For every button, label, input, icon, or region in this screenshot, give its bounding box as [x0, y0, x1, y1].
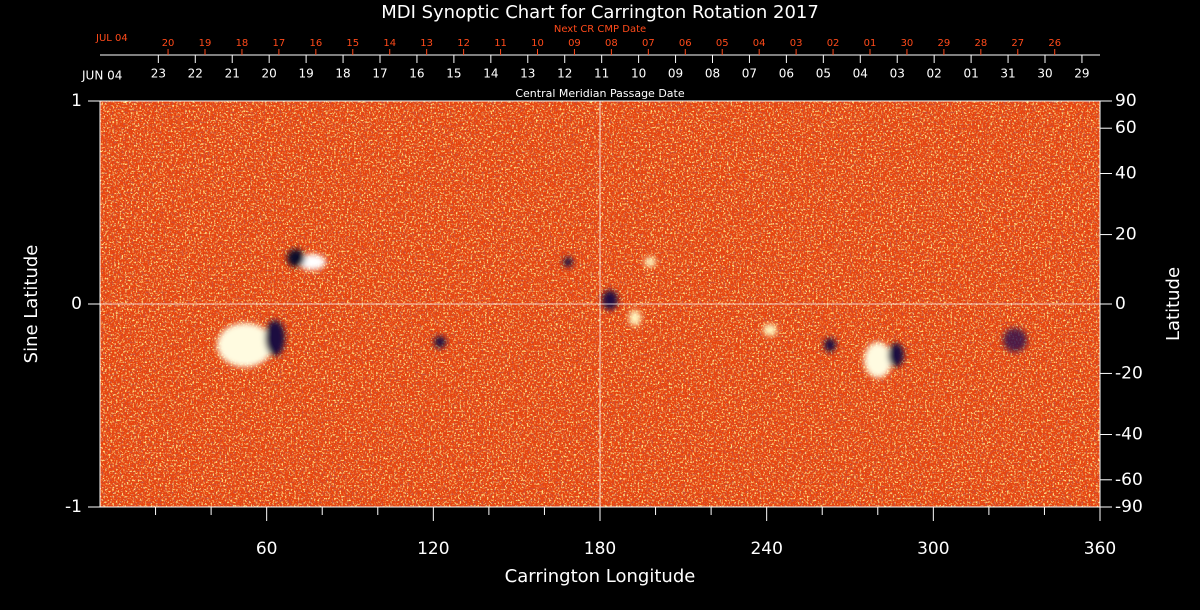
next-cr-date-label: 16 — [309, 38, 322, 49]
next-cr-date-label: 04 — [753, 38, 766, 49]
next-cr-date-label: 29 — [938, 38, 951, 49]
chart-title: MDI Synoptic Chart for Carrington Rotati… — [381, 2, 819, 23]
y2-tick-label: 20 — [1115, 225, 1137, 245]
y-axis-label: Sine Latitude — [21, 245, 42, 364]
cmp-date-label: 09 — [668, 67, 683, 81]
cmp-date-label: 17 — [372, 67, 387, 81]
next-cr-date-label: 18 — [236, 38, 249, 49]
x-tick-label: 240 — [750, 539, 782, 559]
cmp-date-label: 21 — [225, 67, 240, 81]
next-cr-date-label: 01 — [864, 38, 877, 49]
cmp-date-label: 07 — [742, 67, 757, 81]
cmp-date-label: 12 — [557, 67, 572, 81]
next-cr-date-label: 03 — [790, 38, 803, 49]
active-regions — [217, 249, 1027, 378]
cmp-date-label: 05 — [816, 67, 831, 81]
next-cr-date-label: 15 — [346, 38, 359, 49]
x-axis-label: Carrington Longitude — [505, 566, 696, 587]
next-cr-date-label: 13 — [420, 38, 433, 49]
cmp-date-label: 30 — [1037, 67, 1052, 81]
cmp-date-label: 20 — [262, 67, 277, 81]
y2-tick-label: -20 — [1115, 363, 1143, 383]
next-cr-date-label: 28 — [974, 38, 987, 49]
x-tick-label: 360 — [1084, 539, 1116, 559]
next-cr-date-label: 19 — [199, 38, 212, 49]
cmp-date-label: 23 — [151, 67, 166, 81]
y2-tick-label: 40 — [1115, 164, 1137, 184]
next-cr-date-label: 26 — [1048, 38, 1061, 49]
cmp-start: JUN 04 — [81, 69, 122, 83]
next-cr-date-label: 17 — [273, 38, 286, 49]
y2-tick-label: 90 — [1115, 91, 1137, 111]
cmp-date-label: 16 — [409, 67, 424, 81]
cmp-date-label: 29 — [1074, 67, 1089, 81]
y-tick-label: 0 — [71, 294, 82, 314]
next-cr-start: JUL 04 — [95, 33, 128, 44]
y-tick-label: -1 — [65, 497, 82, 517]
next-cr-date-label: 11 — [494, 38, 507, 49]
cmp-date-label: 08 — [705, 67, 720, 81]
next-cr-date-label: 02 — [827, 38, 840, 49]
next-cr-date-label: 20 — [162, 38, 175, 49]
cmp-date-label: 04 — [853, 67, 868, 81]
next-cr-title: Next CR CMP Date — [554, 24, 646, 35]
next-cr-date-label: 27 — [1011, 38, 1024, 49]
next-cr-date-label: 08 — [605, 38, 618, 49]
y2-tick-label: -40 — [1115, 424, 1143, 444]
cmp-date-label: 19 — [298, 67, 313, 81]
y2-tick-label: -60 — [1115, 470, 1143, 490]
next-cr-date-label: 10 — [531, 38, 544, 49]
next-cr-date-label: 12 — [457, 38, 470, 49]
cmp-date-label: 31 — [1000, 67, 1015, 81]
cmp-date-label: 14 — [483, 67, 498, 81]
x-tick-label: 300 — [917, 539, 949, 559]
cmp-date-label: 18 — [335, 67, 350, 81]
next-cr-date-label: 09 — [568, 38, 581, 49]
cmp-date-label: 03 — [890, 67, 905, 81]
next-cr-date-label: 30 — [901, 38, 914, 49]
y2-tick-label: -90 — [1115, 497, 1143, 517]
cmp-date-label: 13 — [520, 67, 535, 81]
x-tick-label: 60 — [256, 539, 278, 559]
cmp-date-label: 15 — [446, 67, 461, 81]
next-cr-date-label: 05 — [716, 38, 729, 49]
next-cr-date-label: 06 — [679, 38, 692, 49]
y-tick-label: 1 — [71, 91, 82, 111]
cmp-date-label: 01 — [963, 67, 978, 81]
cmp-date-label: 02 — [927, 67, 942, 81]
y2-axis-label: Latitude — [1163, 267, 1184, 341]
cmp-title: Central Meridian Passage Date — [515, 87, 684, 100]
cmp-date-label: 10 — [631, 67, 646, 81]
x-tick-label: 120 — [417, 539, 449, 559]
next-cr-date-label: 14 — [383, 38, 396, 49]
next-cr-date-label: 07 — [642, 38, 655, 49]
y2-tick-label: 60 — [1115, 118, 1137, 138]
y2-tick-label: 0 — [1115, 294, 1126, 314]
x-tick-label: 180 — [584, 539, 616, 559]
cmp-date-label: 11 — [594, 67, 609, 81]
cmp-date-label: 06 — [779, 67, 794, 81]
cmp-date-label: 22 — [188, 67, 203, 81]
